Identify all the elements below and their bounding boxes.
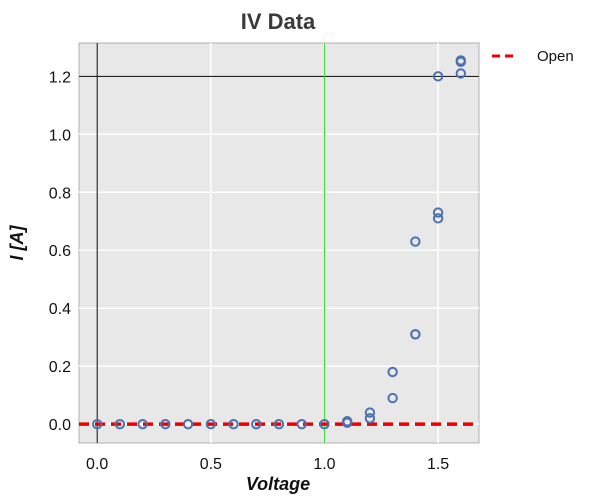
y-tick-label: 0.8	[49, 185, 71, 202]
data-point	[91, 418, 103, 430]
data-point	[387, 392, 398, 404]
data-point	[114, 418, 126, 430]
y-axis-label: I [A]	[7, 225, 27, 261]
data-point	[273, 418, 285, 430]
data-point	[455, 55, 467, 66]
y-tick-label: 1.0	[49, 127, 71, 144]
data-point	[182, 418, 194, 430]
reference-lines	[79, 43, 479, 443]
y-tick-labels: 0.0 0.2 0.4 0.6 0.8 1.0 1.2	[49, 69, 71, 434]
y-tick-label: 0.2	[49, 359, 71, 376]
data-point	[410, 236, 421, 247]
y-tick-label: 1.2	[49, 69, 71, 86]
y-tick-label: 0.4	[49, 301, 71, 318]
data-point	[341, 416, 353, 427]
y-tick-label: 0.6	[49, 243, 71, 260]
data-point	[251, 418, 262, 430]
data-point	[319, 418, 330, 430]
y-tick-label: 0.0	[49, 417, 71, 434]
data-point	[296, 418, 307, 430]
x-tick-label: 0.0	[86, 456, 108, 473]
x-tick-label: 1.5	[427, 456, 449, 473]
data-point	[455, 68, 467, 79]
data-point	[137, 418, 148, 430]
x-tick-label: 0.5	[200, 456, 222, 473]
scatter-points	[91, 55, 467, 430]
legend-label-open: Open	[537, 48, 574, 65]
data-point	[387, 366, 398, 378]
data-point	[160, 418, 171, 430]
x-axis-label: Voltage	[246, 474, 310, 494]
chart-title: IV Data	[241, 9, 316, 34]
data-point	[432, 213, 444, 224]
legend: Open	[492, 48, 574, 65]
data-point	[205, 418, 217, 430]
data-point	[410, 329, 421, 340]
x-tick-label: 1.0	[313, 456, 335, 473]
data-point	[228, 418, 239, 430]
data-point	[432, 71, 444, 82]
data-point	[364, 407, 376, 418]
x-tick-labels: 0.0 0.5 1.0 1.5	[86, 456, 449, 473]
data-point	[364, 413, 376, 424]
data-point	[432, 207, 444, 218]
